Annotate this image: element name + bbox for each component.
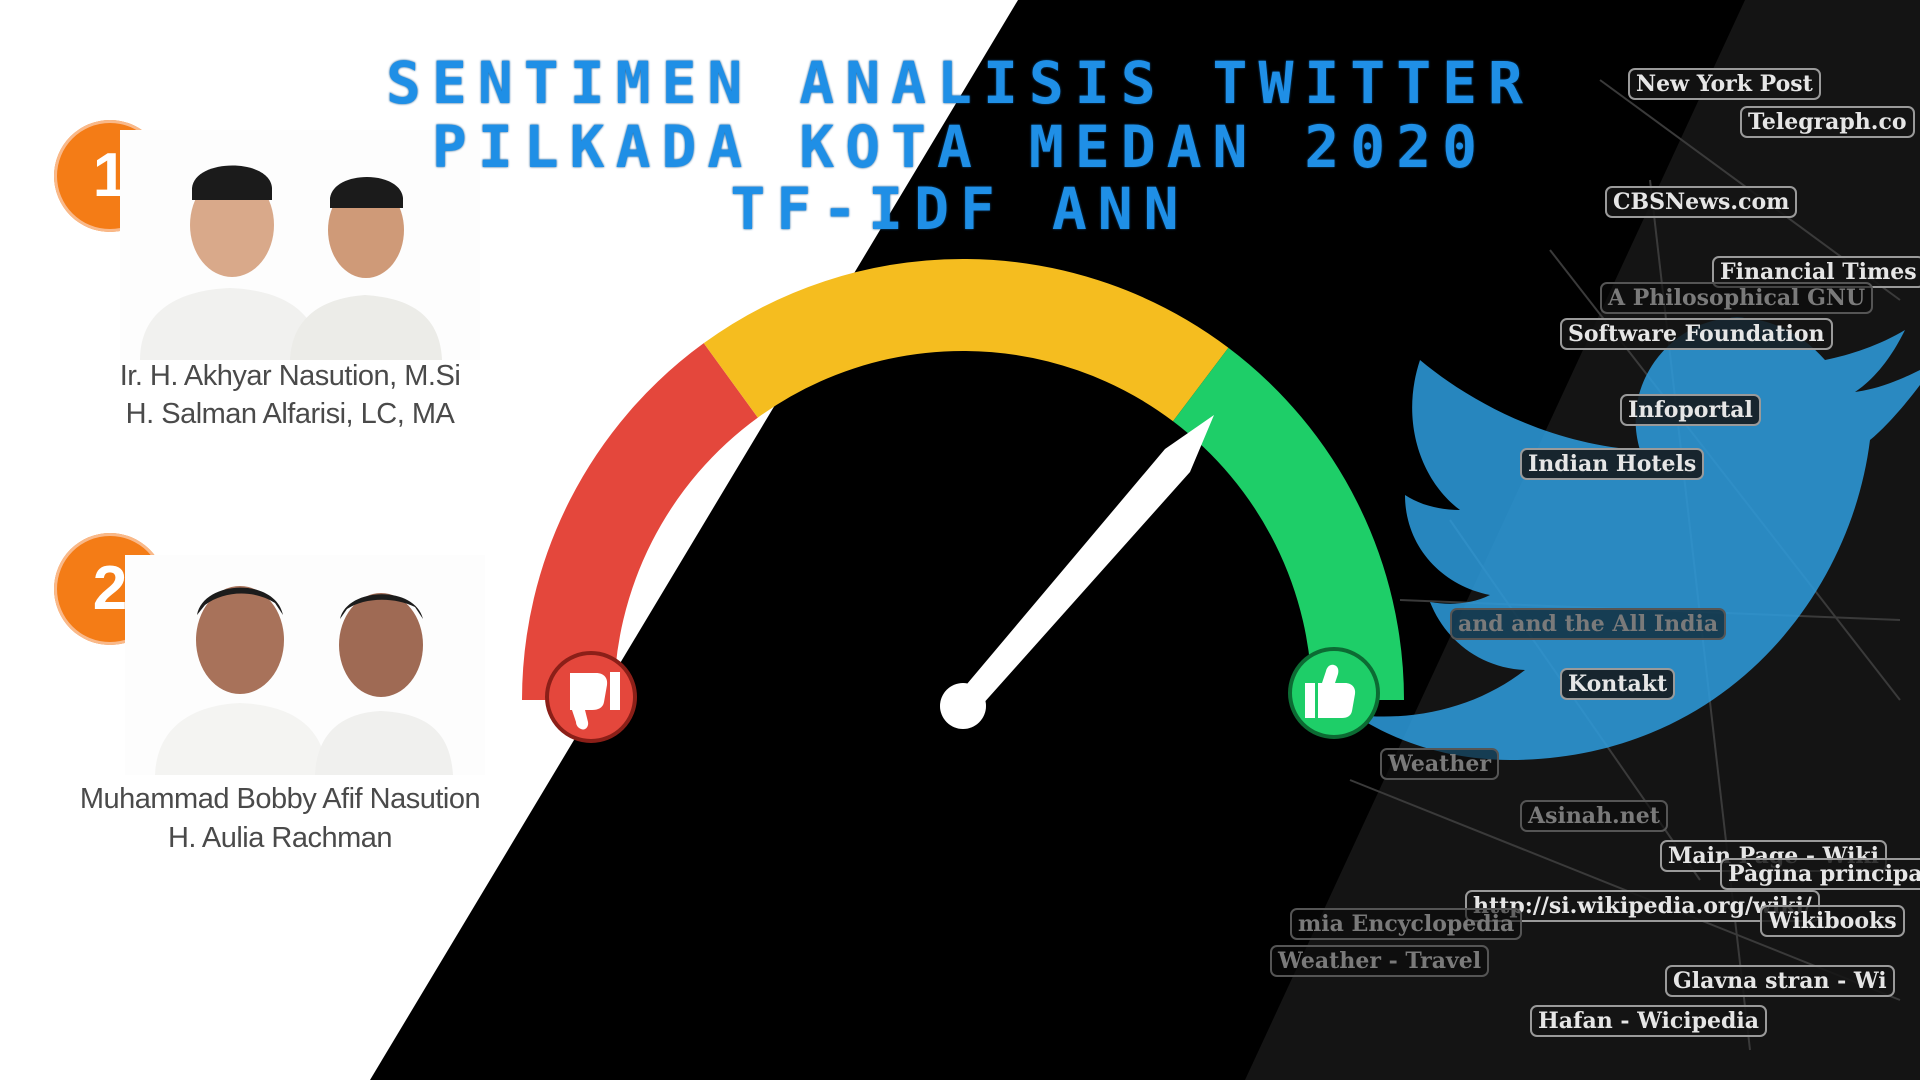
network-label: CBSNews.com	[1605, 186, 1798, 218]
network-label: Infoportal	[1620, 394, 1761, 426]
twitter-bird-icon	[1355, 317, 1920, 760]
network-label: Financial Times	[1712, 256, 1920, 288]
network-label: Software Foundation	[1560, 318, 1833, 350]
gauge-needle	[956, 415, 1214, 715]
network-label: and and the All India	[1450, 608, 1727, 640]
network-label: Glavna stran - Wi	[1665, 965, 1895, 997]
network-label: Hafan - Wicipedia	[1530, 1005, 1768, 1037]
candidate-2-name-line2: H. Aulia Rachman	[167, 822, 393, 854]
network-label: http://si.wikipedia.org/wiki/	[1465, 890, 1820, 922]
gauge-segment-positive	[1172, 347, 1404, 701]
network-label: Kontakt	[1560, 668, 1676, 700]
gauge-segment-neutral	[703, 258, 1229, 422]
network-label: A Philosophical GNU	[1600, 282, 1874, 314]
network-label: Weather	[1380, 748, 1499, 780]
candidate-2-number: 2	[92, 554, 128, 623]
gauge-needle-hub	[940, 683, 986, 729]
network-label: Pàgina principal	[1720, 858, 1920, 890]
network-label: mia Encyclopedia	[1290, 908, 1523, 940]
gauge-segment-negative	[522, 343, 759, 701]
network-label: Asinah.net	[1520, 800, 1668, 832]
thumbs-up-icon	[1288, 647, 1380, 739]
candidate-1-name-line2: H. Salman Alfarisi, LC, MA	[125, 398, 455, 430]
thumbs-down-icon	[545, 651, 637, 743]
title-line-1: SENTIMEN ANALISIS TWITTER	[386, 49, 1534, 117]
network-label: Weather - Travel	[1270, 945, 1490, 977]
network-label: Wikibooks	[1760, 905, 1905, 937]
network-label: Telegraph.co	[1740, 106, 1915, 138]
title-line-3: TF-IDF ANN	[730, 175, 1190, 243]
title-line-2: PILKADA KOTA MEDAN 2020	[431, 113, 1489, 181]
network-label: Indian Hotels	[1520, 448, 1705, 480]
network-label: New York Post	[1628, 68, 1821, 100]
candidate-1-name-line1: Ir. H. Akhyar Nasution, M.Si	[119, 360, 461, 392]
candidate-2-portrait	[125, 555, 485, 775]
candidate-1-portrait	[120, 130, 480, 360]
candidate-2-name-line1: Muhammad Bobby Afif Nasution	[79, 783, 481, 815]
